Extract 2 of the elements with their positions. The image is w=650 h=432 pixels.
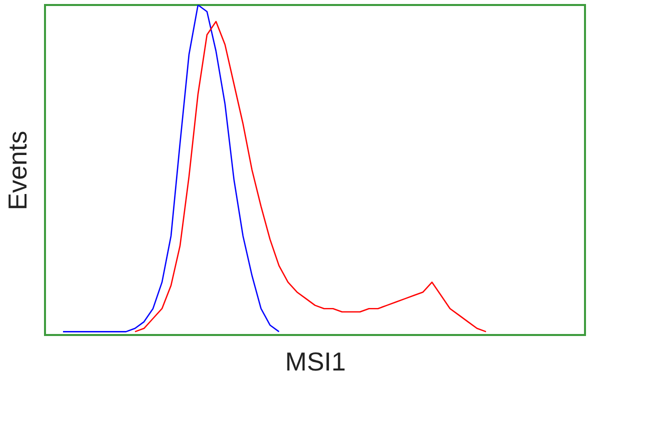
y-axis-title: Events <box>2 130 32 210</box>
x-axis-title: MSI1 <box>285 346 346 376</box>
